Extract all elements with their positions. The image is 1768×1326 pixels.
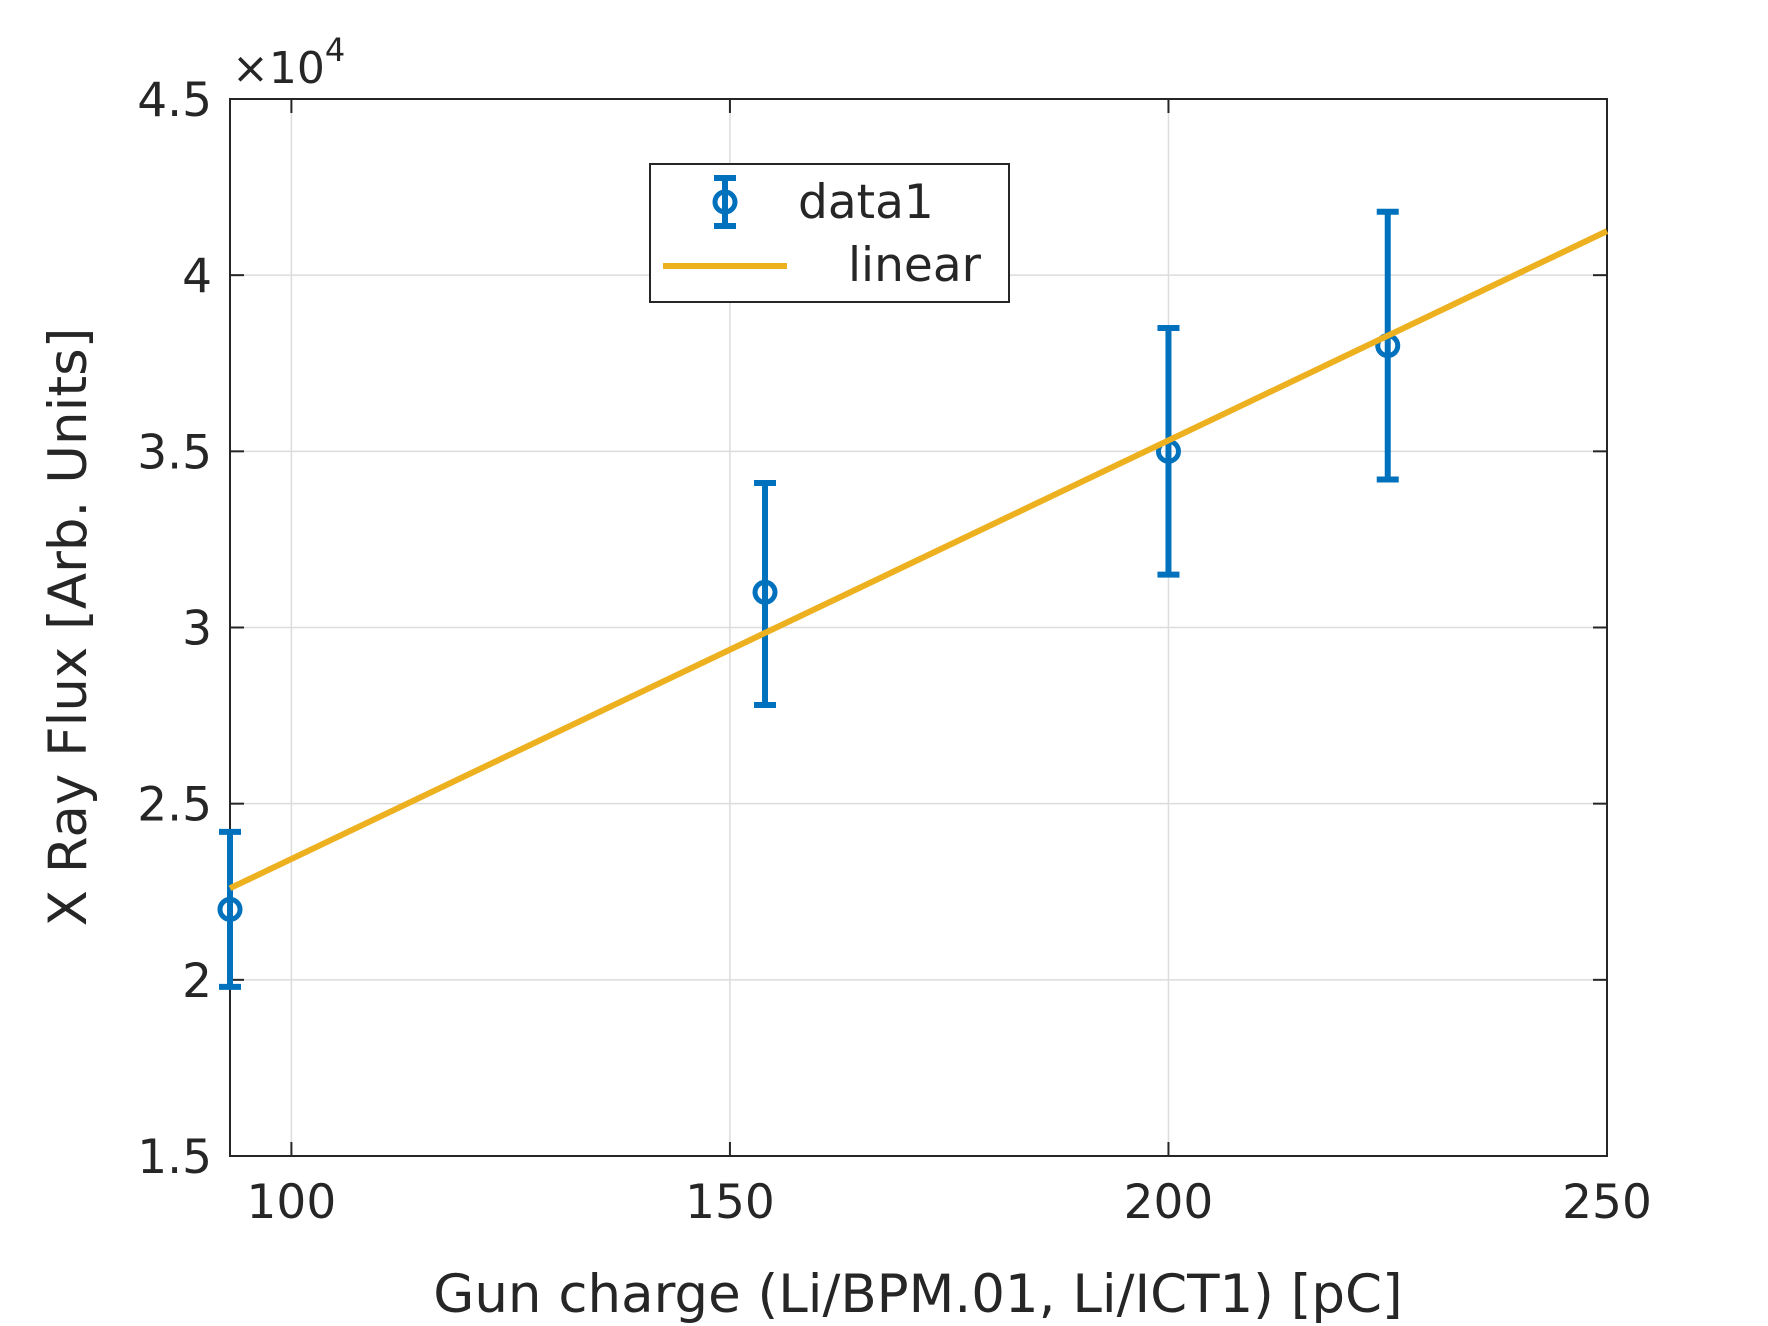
marks — [217, 208, 1609, 990]
x-tick-label: 100 — [247, 1175, 337, 1230]
y-tick-label: 4 — [182, 249, 212, 304]
legend-label-linear: linear — [848, 238, 982, 293]
data-point — [1375, 208, 1401, 483]
data-marker — [217, 896, 243, 922]
y-axis-label: X Ray Flux [Arb. Units] — [38, 328, 99, 927]
y-tick-label: 3 — [182, 602, 212, 657]
data-point — [1155, 325, 1181, 578]
data-point — [217, 828, 243, 990]
y-tick-label: 2 — [182, 954, 212, 1009]
data-marker — [752, 579, 778, 605]
data-point — [752, 480, 778, 709]
x-tick-label: 250 — [1562, 1175, 1652, 1230]
x-axis-label: Gun charge (Li/BPM.01, Li/ICT1) [pC] — [433, 1264, 1402, 1325]
ticks: 100 150 200 250 1.5 2 2.5 3 3.5 4 4.5 — [137, 73, 1652, 1230]
legend-marker-icon — [712, 189, 738, 215]
y-tick-label: 2.5 — [137, 778, 212, 833]
y-exponent-label: ×104 — [232, 31, 345, 94]
y-tick-label: 3.5 — [137, 425, 212, 480]
legend: data1 linear — [649, 163, 1010, 303]
legend-box — [649, 163, 1010, 303]
x-tick-label: 150 — [685, 1175, 775, 1230]
legend-label-data1: data1 — [798, 175, 934, 230]
y-tick-label: 4.5 — [137, 73, 212, 128]
fit-line-linear — [228, 228, 1609, 891]
y-tick-label: 1.5 — [137, 1130, 212, 1185]
x-tick-label: 200 — [1124, 1175, 1214, 1230]
